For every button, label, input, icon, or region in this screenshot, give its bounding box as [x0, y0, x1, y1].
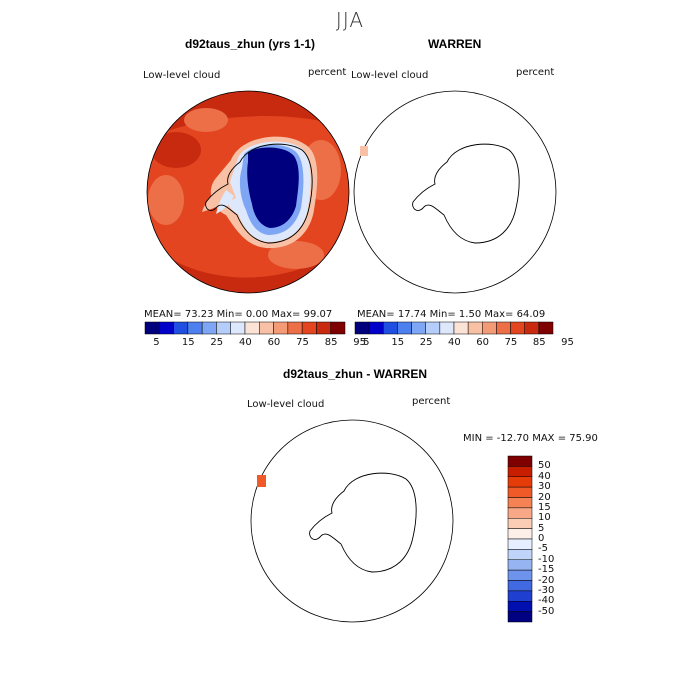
colorbar-tick-label: 40: [538, 470, 551, 482]
colorbar-swatch: [159, 321, 174, 335]
colorbar-swatch: [368, 321, 384, 335]
panel3-colorbar-labels: 50 40 30 20 15 10 5 0 -5 -10 -15 -20 -30 -40 -50: [538, 456, 578, 622]
panel1-variable-label: Low-level cloud: [143, 70, 221, 81]
colorbar-swatch: [383, 321, 398, 335]
panel3-map: [250, 419, 454, 623]
colorbar-tick-label: 20: [538, 491, 551, 503]
colorbar-tick-label: 40: [239, 337, 252, 348]
colorbar-tick-label: -50: [538, 605, 555, 617]
colorbar-tick-label: 60: [476, 337, 490, 348]
colorbar-swatch: [507, 601, 533, 612]
colorbar-swatch: [187, 321, 203, 335]
panel3-colorbar: [507, 455, 533, 623]
panel2-stats: MEAN= 17.74 Min= 1.50 Max= 64.09: [357, 309, 546, 320]
colorbar-swatch: [507, 455, 533, 467]
colorbar-tick-label: 30: [538, 481, 551, 493]
colorbar-tick-label: 5: [538, 522, 545, 534]
colorbar-swatch: [507, 507, 533, 519]
colorbar-swatch: [507, 518, 533, 529]
colorbar-tick-label: 15: [391, 337, 405, 348]
panel1-colorbar-labels: 5 15 25 40 60 75 85 95: [145, 337, 366, 349]
colorbar-tick-label: 95: [353, 337, 367, 348]
panel1-units-label: percent: [308, 67, 347, 78]
colorbar-swatch: [482, 321, 497, 335]
colorbar-swatch: [316, 321, 331, 335]
colorbar-tick-label: 75: [504, 337, 518, 348]
colorbar-tick-label: 5: [363, 337, 370, 348]
colorbar-swatch: [507, 590, 533, 602]
colorbar-tick-label: 40: [448, 337, 461, 348]
colorbar-tick-label: 25: [210, 337, 224, 348]
colorbar-tick-label: 10: [538, 512, 551, 524]
colorbar-swatch: [507, 611, 533, 623]
panel1-map: [146, 90, 350, 294]
colorbar-swatch: [301, 321, 317, 335]
colorbar-swatch: [173, 321, 189, 335]
colorbar-tick-label: 15: [181, 337, 195, 348]
colorbar-swatch: [287, 321, 303, 335]
colorbar-swatch: [453, 321, 469, 335]
colorbar-swatch: [411, 321, 426, 335]
panel3-title: d92taus_zhun - WARREN: [283, 367, 428, 381]
colorbar-tick-label: 0: [538, 533, 545, 544]
colorbar-tick-label: -10: [538, 553, 555, 565]
colorbar-swatch: [354, 321, 370, 335]
panel1-colorbar: [144, 321, 346, 335]
colorbar-swatch: [467, 321, 483, 335]
colorbar-tick-label: 50: [538, 460, 551, 472]
colorbar-tick-label: 25: [419, 337, 433, 348]
colorbar-swatch: [216, 321, 231, 335]
panel2-units-label: percent: [516, 67, 555, 78]
colorbar-swatch: [439, 321, 455, 335]
colorbar-swatch: [507, 466, 533, 477]
colorbar-swatch: [425, 321, 441, 335]
panel1-stats: MEAN= 73.23 Min= 0.00 Max= 99.07: [144, 309, 333, 320]
season-title: JJA: [335, 8, 365, 32]
panel2-colorbar-labels: 5 15 25 40 60 75 85 95: [355, 337, 574, 349]
colorbar-swatch: [507, 528, 533, 540]
colorbar-tick-label: 75: [296, 337, 309, 348]
panel2-variable-label: Low-level cloud: [351, 70, 429, 81]
colorbar-tick-label: -5: [538, 543, 548, 555]
colorbar-swatch: [244, 321, 260, 335]
panel3-units-label: percent: [412, 396, 451, 407]
colorbar-swatch: [507, 497, 533, 509]
colorbar-tick-label: 15: [538, 501, 551, 513]
panel1-title: d92taus_zhun (yrs 1-1): [185, 37, 316, 51]
colorbar-swatch: [507, 486, 533, 498]
colorbar-tick-label: 85: [532, 337, 546, 348]
colorbar-swatch: [507, 559, 533, 571]
colorbar-tick-label: -30: [538, 584, 555, 596]
panel2-colorbar: [354, 321, 554, 335]
colorbar-swatch: [507, 476, 533, 488]
colorbar-swatch: [496, 321, 511, 335]
panel3-minmax: MIN = -12.70 MAX = 75.90: [463, 433, 598, 444]
colorbar-tick-label: 95: [561, 337, 574, 348]
colorbar-tick-label: -20: [538, 574, 555, 586]
colorbar-swatch: [397, 321, 412, 335]
colorbar-tick-label: -15: [538, 564, 555, 576]
panel2-title: WARREN: [428, 37, 482, 51]
colorbar-swatch: [507, 569, 533, 581]
colorbar-tick-label: 60: [267, 337, 281, 348]
colorbar-swatch: [538, 321, 554, 335]
colorbar-tick-label: 85: [324, 337, 338, 348]
colorbar-swatch: [144, 321, 160, 335]
panel2-map: [353, 90, 557, 294]
colorbar-swatch: [273, 321, 289, 335]
colorbar-swatch: [201, 321, 217, 335]
colorbar-swatch: [259, 321, 274, 335]
colorbar-swatch: [510, 321, 525, 335]
colorbar-tick-label: -40: [538, 595, 555, 607]
colorbar-swatch: [524, 321, 540, 335]
panel3-variable-label: Low-level cloud: [247, 399, 325, 410]
colorbar-swatch: [330, 321, 346, 335]
colorbar-swatch: [507, 580, 533, 592]
colorbar-swatch: [507, 549, 533, 560]
colorbar-swatch: [507, 538, 533, 550]
colorbar-swatch: [230, 321, 246, 335]
colorbar-tick-label: 5: [153, 337, 160, 348]
